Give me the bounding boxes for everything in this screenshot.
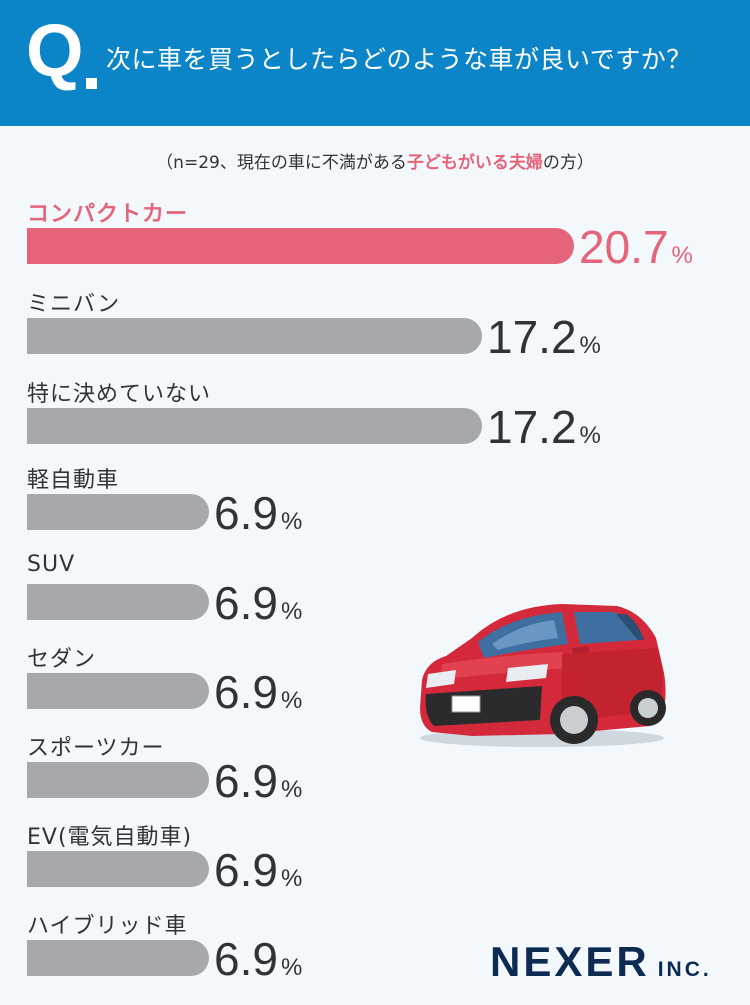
category-label: 軽自動車 [27, 468, 120, 493]
car-windshield-reflection [492, 620, 558, 650]
sample-note: （n=29、現在の車に不満がある子どもがいる夫婦の方） [0, 148, 750, 173]
nexer-logo: NEXER INC. [490, 938, 712, 986]
value-unit: % [671, 242, 693, 269]
value-label: 17.2% [487, 314, 601, 360]
bar [27, 228, 574, 264]
bar [27, 851, 209, 887]
car-license-plate [451, 695, 481, 713]
bar [27, 762, 209, 798]
car-headlight-left [426, 670, 456, 688]
q-mark: Q [26, 9, 84, 92]
question-title: 次に車を買うとしたらどのような車が良いですか？ [106, 45, 692, 74]
category-label: SUV [27, 552, 76, 577]
value-label: 6.9% [214, 580, 302, 626]
value-unit: % [280, 508, 303, 535]
bar [27, 318, 482, 354]
red-car-illustration [420, 604, 666, 747]
car-rear-window [616, 614, 644, 640]
value-number: 6.9 [214, 755, 278, 807]
category-label: 特に決めていない [27, 382, 212, 407]
car-front-rim [560, 706, 588, 734]
value-number: 20.7 [579, 221, 669, 273]
category-label: EV(電気自動車) [27, 825, 193, 850]
value-label: 20.7% [579, 224, 693, 270]
value-unit: % [579, 332, 601, 359]
bar [27, 494, 209, 530]
logo-main: NEXER [490, 938, 650, 985]
header-banner: Q 次に車を買うとしたらどのような車が良いですか？ [0, 0, 750, 126]
value-label: 6.9% [214, 490, 302, 536]
category-label: スポーツカー [27, 736, 165, 761]
value-unit: % [280, 954, 303, 981]
value-number: 6.9 [214, 933, 278, 985]
category-label: セダン [27, 647, 97, 672]
value-unit: % [280, 687, 303, 714]
value-number: 17.2 [487, 401, 577, 453]
value-label: 6.9% [214, 758, 302, 804]
sample-note-highlight: 子どもがいる夫婦 [406, 153, 543, 173]
value-number: 6.9 [214, 666, 278, 718]
value-label: 6.9% [214, 669, 302, 715]
car-headlight-right [506, 664, 548, 682]
value-unit: % [280, 776, 303, 803]
category-label: コンパクトカー [27, 202, 189, 227]
value-number: 6.9 [214, 844, 278, 896]
value-label: 6.9% [214, 847, 302, 893]
sample-note-pre: （n=29、現在の車に不満がある [156, 153, 407, 173]
bar [27, 584, 209, 620]
car-rear-rim [638, 698, 658, 718]
category-label: ハイブリッド車 [27, 914, 188, 939]
logo-suffix: INC. [657, 958, 712, 981]
bar [27, 940, 209, 976]
bar [27, 673, 209, 709]
category-label: ミニバン [27, 292, 121, 317]
q-dot [86, 78, 97, 89]
value-unit: % [280, 865, 303, 892]
value-number: 6.9 [214, 577, 278, 629]
value-unit: % [579, 422, 601, 449]
value-label: 17.2% [487, 404, 601, 450]
car-hood [440, 652, 572, 680]
value-number: 17.2 [487, 311, 577, 363]
value-unit: % [280, 598, 303, 625]
sample-note-post: の方） [542, 153, 594, 173]
bar [27, 408, 482, 444]
value-number: 6.9 [214, 487, 278, 539]
value-label: 6.9% [214, 936, 302, 982]
